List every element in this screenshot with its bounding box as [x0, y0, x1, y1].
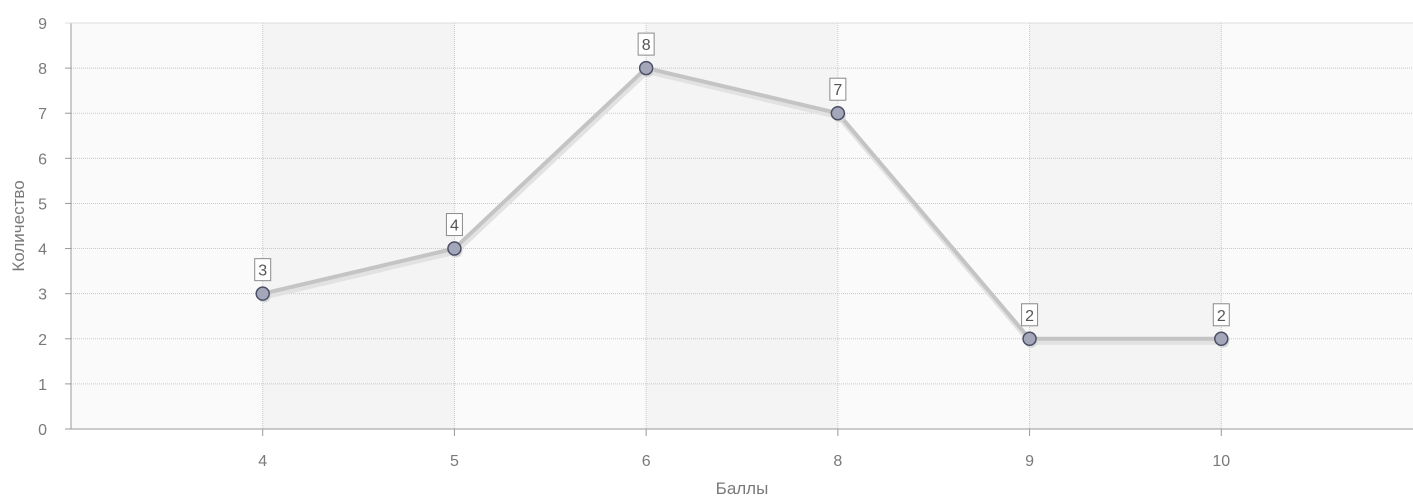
y-tick-label: 2 — [38, 332, 47, 349]
data-point — [1214, 331, 1229, 347]
data-label: 2 — [1217, 308, 1226, 325]
data-label-box — [445, 213, 463, 237]
series-line-shadow — [260, 68, 1226, 345]
data-label: 7 — [833, 82, 842, 99]
y-tick-label: 3 — [38, 287, 47, 304]
x-axis-title: Баллы — [716, 479, 769, 497]
plot-band — [646, 23, 838, 429]
plot-bands — [71, 23, 1413, 429]
tick-labels: 0 1 2 3 4 5 6 7 8 9 4 5 6 8 9 10 — [38, 16, 1230, 470]
y-tick-label: 9 — [38, 16, 47, 33]
y-tick-label: 7 — [38, 106, 47, 123]
data-point — [1022, 331, 1037, 347]
x-tick-label: 9 — [1025, 453, 1034, 470]
x-tick-label: 6 — [642, 453, 651, 470]
data-point — [447, 241, 462, 256]
x-tick-label: 5 — [450, 453, 459, 470]
plot-band — [1029, 23, 1222, 429]
data-labels: 3 4 8 7 2 2 — [254, 32, 1230, 327]
x-tick-label: 10 — [1212, 453, 1230, 470]
y-tick-label: 1 — [38, 377, 47, 394]
plot-band — [262, 23, 455, 429]
y-tick-label: 5 — [38, 196, 47, 213]
y-axis-title: Количество — [9, 180, 28, 271]
x-tick-label: 8 — [833, 453, 842, 470]
data-label: 8 — [642, 37, 651, 54]
data-label-box — [829, 77, 847, 101]
data-point — [638, 60, 654, 76]
series-line — [260, 66, 1226, 345]
data-label: 3 — [258, 263, 267, 280]
series-line-path — [260, 66, 1224, 341]
gridlines — [71, 22, 1413, 430]
y-tick-label: 0 — [38, 422, 47, 439]
data-point — [255, 286, 270, 301]
data-label-box — [1021, 303, 1039, 327]
axes — [65, 22, 1413, 436]
data-label-box — [637, 32, 655, 56]
data-label: 2 — [1025, 308, 1034, 325]
data-label-box — [1212, 303, 1230, 327]
y-tick-label: 8 — [38, 61, 47, 78]
y-tick-label: 6 — [38, 151, 47, 168]
data-point — [830, 105, 846, 121]
x-tick-label: 4 — [258, 453, 267, 470]
data-label-box — [254, 258, 272, 282]
y-tick-label: 4 — [38, 242, 47, 259]
data-points — [255, 60, 1230, 348]
data-label: 4 — [450, 218, 459, 235]
